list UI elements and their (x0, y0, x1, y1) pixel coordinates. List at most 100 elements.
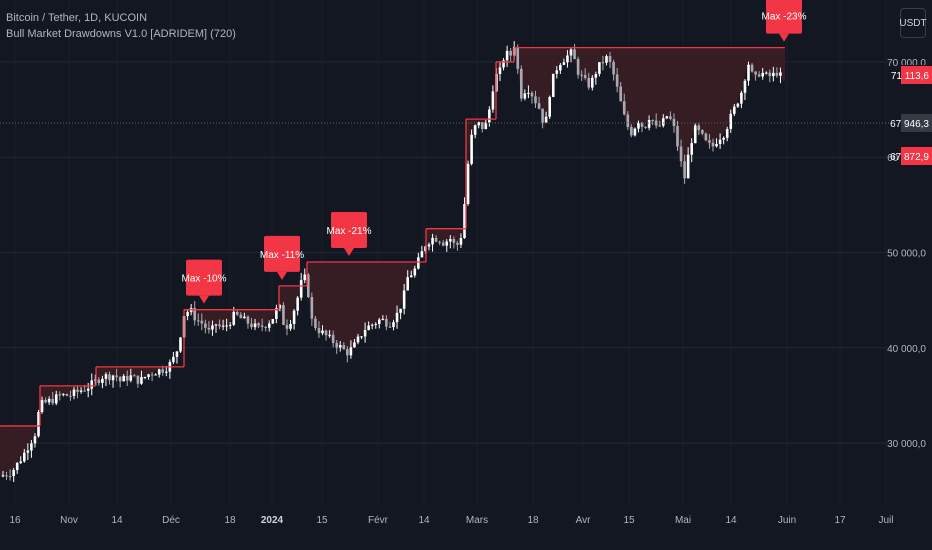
candle-body (310, 297, 314, 319)
candle-body (537, 103, 541, 109)
candle-body (200, 320, 204, 324)
candle-body (427, 244, 431, 247)
indicator-title[interactable]: Bull Market Drawdowns V1.0 [ADRIDEM] (72… (6, 28, 236, 40)
candle-body (591, 77, 594, 88)
candle-body (562, 62, 566, 65)
x-tick-label: 14 (418, 515, 430, 526)
last-price-tag: 67 946,3 (890, 119, 929, 130)
candle-body (747, 64, 750, 81)
candle-body (23, 452, 26, 462)
candle-body (555, 70, 559, 74)
candle-body (622, 101, 626, 115)
candle-body (150, 374, 154, 376)
candle-body (576, 59, 580, 75)
candle-body (321, 330, 324, 334)
candle-body (363, 329, 367, 337)
candle-body (246, 316, 250, 324)
candle-body (690, 143, 693, 155)
candle-body (417, 257, 420, 269)
candle-body (729, 113, 733, 130)
drawdown-label-text: Max -23% (761, 12, 806, 23)
candle-body (583, 75, 587, 78)
candle-body (608, 56, 612, 62)
candle-body (523, 93, 527, 99)
candle-body (754, 71, 757, 75)
candle-body (693, 125, 697, 144)
candle-body (541, 108, 544, 123)
candle-body (299, 280, 303, 298)
candle-body (165, 371, 168, 373)
candle-body (488, 109, 491, 123)
candle-body (402, 290, 406, 309)
candle-body (679, 146, 683, 162)
y-tick-label: 50 000,0 (887, 249, 926, 260)
drawdown-label-text: Max -10% (181, 274, 226, 285)
candle-body (125, 375, 129, 381)
candle-body (470, 134, 473, 164)
candle-body (314, 318, 317, 329)
candle-body (764, 72, 768, 74)
candle-body (79, 390, 83, 392)
candle-body (225, 325, 228, 327)
candle-body (413, 268, 417, 276)
y-tick-label: 30 000,0 (887, 439, 926, 450)
candle-body (626, 114, 630, 127)
candle-body (108, 374, 111, 381)
x-tick-label: 15 (623, 515, 635, 526)
candle-body (8, 476, 12, 478)
drawdown-label-box[interactable] (766, 0, 802, 34)
currency-button[interactable]: USDT (899, 8, 927, 38)
drawdown-label-box[interactable] (331, 212, 367, 249)
candle-body (243, 316, 246, 319)
x-tick-label: 18 (527, 515, 539, 526)
symbol-title: Bitcoin / Tether, 1D, KUCOIN (6, 12, 148, 24)
candle-body (193, 308, 196, 321)
candle-body (232, 311, 236, 325)
candle-body (477, 122, 480, 126)
candle-body (658, 125, 662, 127)
drawdown-label-pointer (277, 271, 287, 280)
candle-body (718, 139, 722, 144)
candle-body (665, 116, 669, 119)
drawdown-label-pointer (199, 295, 209, 304)
drawdown-label-box[interactable] (264, 235, 300, 272)
candle-body (438, 241, 441, 243)
candle-body (598, 62, 601, 74)
candle-body (740, 92, 743, 104)
candle-body (498, 67, 502, 74)
candle-body (395, 312, 399, 323)
candle-body (147, 374, 150, 378)
candle-body (69, 395, 72, 397)
candle-body (349, 347, 353, 356)
candle-body (644, 126, 647, 128)
candle-body (58, 394, 62, 396)
candle-body (551, 73, 555, 97)
candle-body (54, 394, 58, 404)
candle-body (157, 369, 161, 375)
candle-body (651, 119, 654, 121)
drawdown-label-text: Max -21% (326, 226, 371, 237)
candle-body (573, 49, 576, 60)
candle-body (250, 323, 253, 328)
drawdown-area (426, 228, 466, 248)
candle-body (697, 125, 701, 130)
candle-body (594, 73, 598, 78)
candle-body (111, 375, 115, 381)
candle-body (502, 60, 505, 68)
candle-body (779, 72, 782, 76)
candle-body (296, 297, 299, 311)
candle-body (480, 122, 484, 130)
candle-body (654, 120, 658, 126)
candle-body (257, 323, 260, 326)
candle-body (750, 64, 754, 72)
candle-body (630, 126, 633, 136)
drawdown-label-box[interactable] (186, 259, 222, 296)
candle-body (388, 326, 392, 328)
low-price-tag-bg (901, 147, 932, 165)
candle-body (360, 336, 363, 338)
candle-body (271, 319, 275, 324)
candle-body (356, 336, 360, 343)
candle-body (725, 129, 729, 138)
